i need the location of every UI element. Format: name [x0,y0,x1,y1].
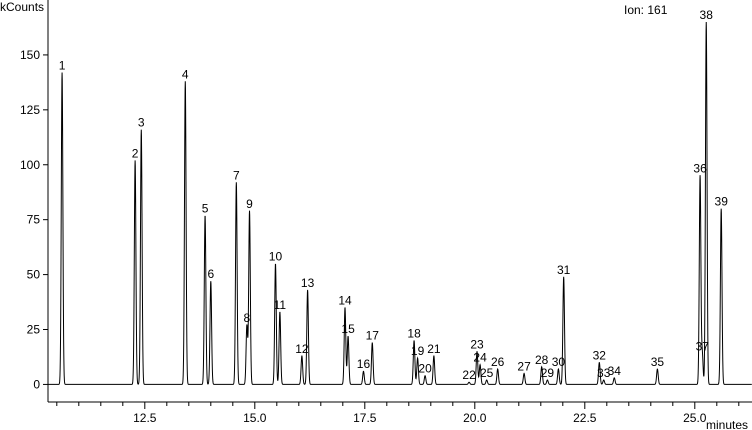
x-tick-label: 12.5 [133,411,157,425]
ion-annotation: Ion: 161 [624,3,668,17]
peak-label-26: 26 [491,355,505,369]
peak-label-12: 12 [295,342,309,356]
peak-label-9: 9 [246,197,253,211]
y-tick-label: 25 [27,323,41,337]
peak-label-24: 24 [473,351,487,365]
y-tick-label: 150 [20,48,40,62]
x-tick-label: 20.0 [463,411,487,425]
x-tick-label: 22.5 [573,411,597,425]
peak-label-36: 36 [693,162,707,176]
peak-label-39: 39 [715,195,729,209]
peak-label-29: 29 [541,366,555,380]
peak-label-14: 14 [338,294,352,308]
peak-label-16: 16 [357,357,371,371]
y-tick-label: 0 [33,377,40,391]
peak-label-31: 31 [557,263,571,277]
y-axis-unit-label: kCounts [0,0,44,14]
y-tick-label: 125 [20,103,40,117]
chromatogram-trace [48,21,752,385]
peak-label-21: 21 [427,342,441,356]
peak-label-23: 23 [470,337,484,351]
peak-label-32: 32 [593,348,607,362]
peak-label-1: 1 [59,58,66,72]
x-tick-label: 15.0 [243,411,267,425]
peak-label-35: 35 [651,355,665,369]
peak-label-30: 30 [552,355,566,369]
peak-label-7: 7 [233,168,240,182]
peak-label-17: 17 [366,329,380,343]
peak-label-11: 11 [274,298,287,312]
peak-label-8: 8 [244,311,251,325]
peak-label-15: 15 [341,322,355,336]
peak-label-27: 27 [517,359,531,373]
peak-label-33: 33 [597,366,611,380]
peak-label-10: 10 [269,250,283,264]
x-tick-label: 25.0 [683,411,707,425]
peak-label-19: 19 [411,344,425,358]
peak-label-25: 25 [480,366,494,380]
peak-label-5: 5 [202,201,209,215]
x-axis-ticks: 12.5 15.0 17.5 20.0 22.5 25.0 [56,402,740,425]
peak-label-37: 37 [696,340,710,354]
x-axis-title: minutes [706,418,748,430]
peak-label-18: 18 [407,326,421,340]
y-axis-ticks: 0 25 50 75 100 125 150 [20,48,48,391]
peak-label-3: 3 [138,116,145,130]
peak-label-38: 38 [700,8,714,22]
y-tick-label: 75 [27,213,41,227]
peak-label-2: 2 [132,146,139,160]
y-tick-label: 50 [27,268,41,282]
peak-label-28: 28 [535,353,549,367]
peak-label-13: 13 [301,276,315,290]
peak-label-4: 4 [182,67,189,81]
peak-label-34: 34 [608,364,622,378]
peak-label-20: 20 [418,362,432,376]
peak-label-22: 22 [462,368,476,382]
x-tick-label: 17.5 [353,411,377,425]
y-tick-label: 100 [20,158,40,172]
peak-label-6: 6 [207,267,214,281]
